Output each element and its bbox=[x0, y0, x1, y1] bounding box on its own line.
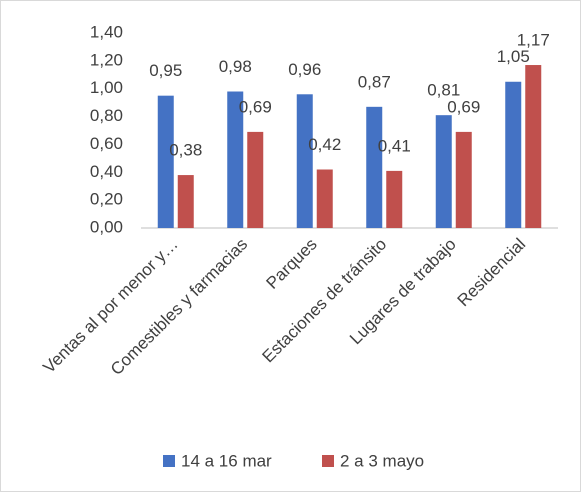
data-label: 0,98 bbox=[219, 57, 252, 76]
bar bbox=[386, 170, 403, 228]
y-tick-label: 0,60 bbox=[90, 134, 123, 153]
data-label: 0,69 bbox=[239, 97, 272, 116]
y-tick-label: 0,80 bbox=[90, 106, 123, 125]
bar bbox=[177, 175, 194, 228]
legend-label: 14 a 16 mar bbox=[181, 451, 272, 470]
data-label: 0,38 bbox=[169, 141, 202, 160]
data-label: 0,95 bbox=[149, 61, 182, 80]
data-label: 0,41 bbox=[378, 136, 411, 155]
bar bbox=[505, 81, 522, 228]
bar bbox=[455, 131, 472, 228]
bar bbox=[296, 94, 313, 229]
y-tick-label: 0,00 bbox=[90, 217, 123, 236]
data-label: 0,96 bbox=[288, 60, 321, 79]
legend-swatch bbox=[163, 455, 175, 467]
data-label: 0,81 bbox=[427, 81, 460, 100]
y-tick-label: 1,00 bbox=[90, 78, 123, 97]
y-tick-label: 0,40 bbox=[90, 162, 123, 181]
data-label: 1,05 bbox=[497, 47, 530, 66]
bar bbox=[227, 91, 244, 228]
bar bbox=[366, 106, 383, 228]
bar bbox=[316, 169, 333, 228]
data-label: 0,69 bbox=[447, 97, 480, 116]
y-tick-label: 1,40 bbox=[90, 22, 123, 41]
data-label: 1,17 bbox=[517, 31, 550, 50]
bar bbox=[435, 115, 452, 228]
bar bbox=[247, 131, 264, 228]
bar bbox=[157, 95, 174, 228]
data-label: 0,87 bbox=[358, 72, 391, 91]
legend-label: 2 a 3 mayo bbox=[340, 451, 424, 470]
bar bbox=[525, 65, 542, 229]
y-tick-label: 1,20 bbox=[90, 50, 123, 69]
legend-swatch bbox=[322, 455, 334, 467]
data-label: 0,42 bbox=[308, 135, 341, 154]
y-tick-label: 0,20 bbox=[90, 190, 123, 209]
